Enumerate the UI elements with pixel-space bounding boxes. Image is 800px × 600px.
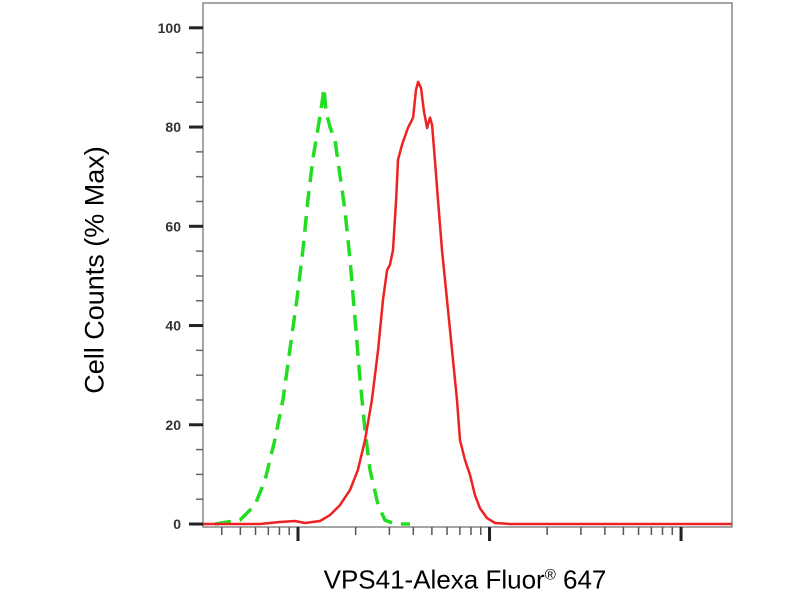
registered-mark: ® (544, 566, 556, 584)
sample-histogram-line (203, 80, 732, 526)
y-tick-label: 0 (173, 516, 181, 532)
y-tick-label: 100 (158, 20, 182, 36)
y-tick-label: 60 (165, 218, 181, 234)
x-axis-label-tail: 647 (555, 564, 607, 595)
y-tick-label: 40 (165, 318, 181, 334)
plot-frame (202, 2, 733, 528)
control-histogram-line (214, 86, 410, 526)
y-tick-label: 20 (165, 417, 181, 433)
x-axis-label-main: VPS41-Alexa Fluor (323, 564, 545, 595)
x-axis-label: VPS41-Alexa Fluor® 647 (324, 565, 607, 596)
y-axis-label: Cell Counts (% Max) (79, 146, 110, 394)
y-tick-label: 80 (165, 119, 181, 135)
